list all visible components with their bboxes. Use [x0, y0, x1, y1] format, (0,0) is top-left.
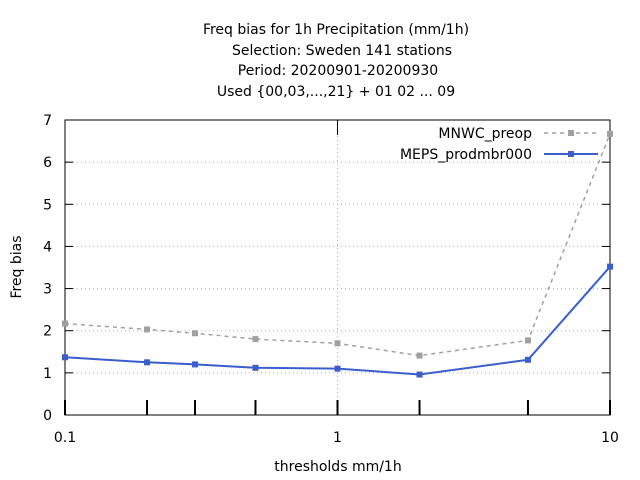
legend-swatches — [544, 130, 598, 157]
x-tick-label: 1 — [333, 430, 342, 446]
y-tick-label: 7 — [43, 113, 52, 129]
data-point — [524, 356, 531, 363]
data-point — [334, 365, 341, 372]
title-line-3: Period: 20200901-20200930 — [238, 63, 438, 79]
data-point — [416, 352, 423, 359]
y-tick-labels: 0 1 2 3 4 5 6 7 — [43, 113, 52, 424]
legend-label-mnwc-preop: MNWC_preop — [438, 126, 532, 142]
grid — [65, 120, 610, 415]
x-tick-label: 10 — [601, 430, 619, 446]
data-point — [192, 330, 199, 337]
legend-label-meps-prodmbr000: MEPS_prodmbr000 — [400, 147, 532, 163]
data-point — [607, 130, 613, 137]
series-line-0 — [64, 133, 611, 357]
y-axis-label: Freq bias — [9, 235, 25, 298]
data-point — [62, 320, 68, 327]
data-point — [607, 263, 613, 270]
y-tick-label: 6 — [43, 155, 52, 171]
data-point — [144, 359, 151, 366]
y-tick-label: 4 — [43, 239, 52, 255]
legend-swatch-marker — [568, 130, 574, 136]
data-point — [252, 364, 259, 371]
y-tick-label: 5 — [43, 197, 52, 213]
data-point — [144, 326, 151, 333]
legend-swatch-marker — [568, 151, 574, 157]
title-line-4: Used {00,03,...,21} + 01 02 ... 09 — [217, 84, 455, 100]
y-tick-label: 0 — [43, 408, 52, 424]
y-tick-label: 1 — [43, 366, 52, 382]
x-tick-label: 0.1 — [54, 430, 76, 446]
title-line-2: Selection: Sweden 141 stations — [232, 43, 452, 59]
data-point — [416, 371, 423, 378]
data-point — [192, 361, 199, 368]
x-axis-label: thresholds mm/1h — [274, 459, 401, 475]
data-point — [252, 336, 259, 343]
y-tick-label: 2 — [43, 324, 52, 340]
series — [62, 130, 613, 378]
series-line-1 — [64, 266, 611, 376]
chart-title: Freq bias for 1h Precipitation (mm/1h) S… — [203, 22, 469, 100]
data-point — [524, 337, 531, 344]
data-point — [334, 340, 341, 347]
data-point — [62, 354, 68, 361]
y-tick-label: 3 — [43, 282, 52, 298]
x-tick-labels: 0.1 1 10 — [54, 430, 619, 446]
legend: MNWC_preop MEPS_prodmbr000 — [400, 126, 598, 163]
title-line-1: Freq bias for 1h Precipitation (mm/1h) — [203, 22, 469, 38]
